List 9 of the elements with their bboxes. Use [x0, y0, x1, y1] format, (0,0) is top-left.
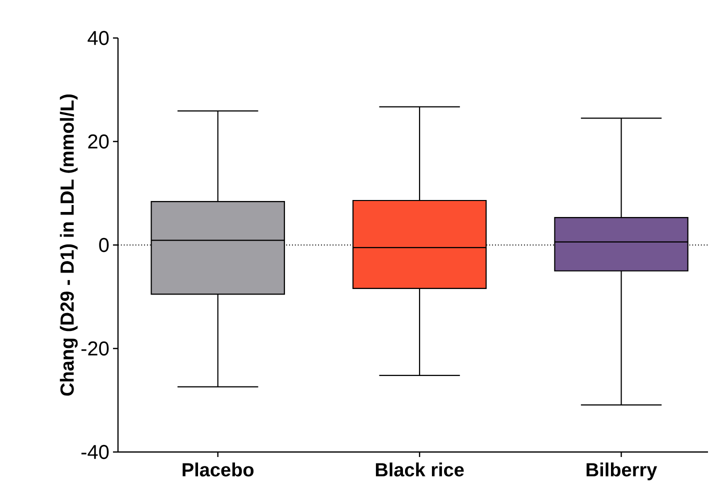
x-tick-label: Bilberry — [586, 462, 658, 480]
y-tick-label: -20 — [81, 341, 109, 356]
y-axis-title: Chang (D29 - D1) in LDL (mmol/L) — [60, 94, 78, 396]
y-tick-label: 0 — [99, 238, 109, 252]
y-tick-label: 40 — [88, 30, 109, 46]
y-tick-label: 20 — [88, 134, 109, 149]
y-tick-label: -40 — [81, 444, 109, 460]
x-tick-label: Black rice — [376, 462, 464, 476]
x-tick-label: Placebo — [182, 462, 254, 476]
